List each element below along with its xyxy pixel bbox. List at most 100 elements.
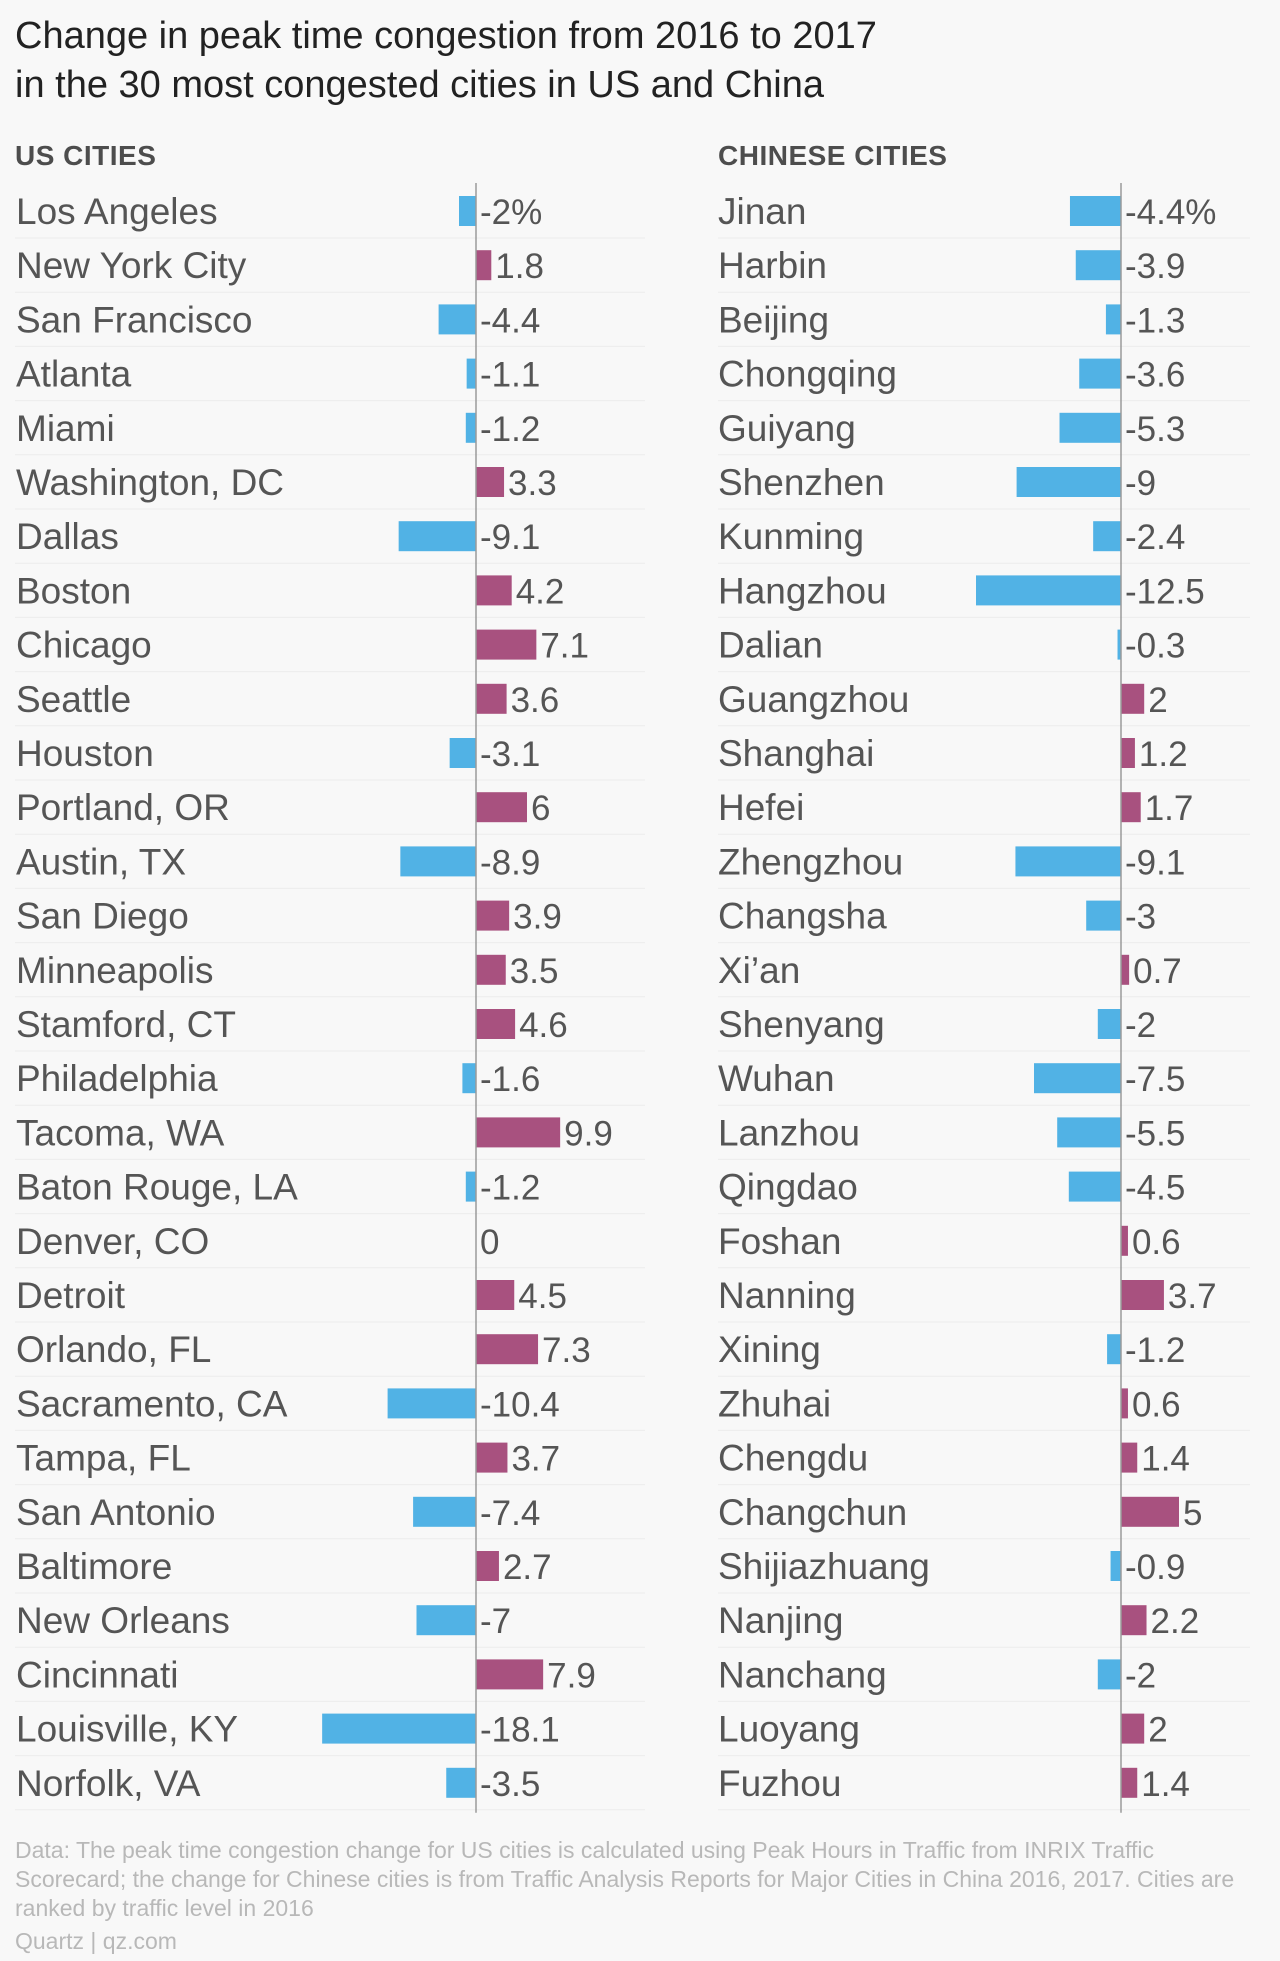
china-category-label: Shenzhen	[718, 462, 885, 503]
us-value-label: -3.5	[480, 1765, 540, 1804]
us-value-label: 3.6	[511, 681, 560, 720]
china-value-label: 3.7	[1168, 1277, 1217, 1316]
china-bar	[1059, 412, 1121, 443]
us-bar	[476, 1551, 499, 1581]
us-category-label: Minneapolis	[16, 950, 213, 991]
china-category-label: Qingdao	[718, 1167, 858, 1208]
us-value-label: 6	[531, 789, 550, 828]
china-bar	[1069, 196, 1121, 226]
us-bar	[476, 629, 537, 660]
us-category-label: Orlando, FL	[16, 1329, 211, 1370]
us-category-label: Tampa, FL	[16, 1438, 191, 1479]
us-bar	[476, 683, 507, 714]
us-bar	[465, 1171, 476, 1202]
us-category-label: Seattle	[16, 679, 131, 720]
us-value-label: -3.1	[480, 735, 540, 774]
us-category-label: Austin, TX	[16, 841, 186, 882]
china-bar	[1105, 304, 1121, 335]
us-value-label: -1.1	[480, 356, 540, 395]
china-bar	[1121, 792, 1141, 823]
china-value-label: -3.9	[1125, 247, 1185, 286]
us-bar	[476, 250, 492, 281]
us-bar	[476, 900, 510, 931]
china-bar	[1075, 250, 1121, 281]
us-category-label: Detroit	[16, 1275, 126, 1316]
china-category-label: Shanghai	[718, 733, 874, 774]
china-bar	[1034, 1063, 1121, 1094]
us-bar	[476, 467, 505, 497]
china-category-label: Changsha	[718, 896, 887, 937]
china-bar	[1107, 1334, 1121, 1365]
china-value-label: -9	[1125, 464, 1156, 503]
us-category-label: Tacoma, WA	[16, 1112, 225, 1153]
china-category-label: Harbin	[718, 245, 827, 286]
us-category-label: Houston	[16, 733, 154, 774]
us-bar	[416, 1605, 476, 1636]
china-value-label: -7.5	[1125, 1060, 1185, 1099]
us-bar	[476, 1334, 539, 1365]
us-category-label: Los Angeles	[16, 191, 218, 232]
us-value-label: -1.2	[480, 410, 540, 449]
us-value-label: 4.6	[519, 1006, 568, 1045]
chart-area: Los Angeles -2% New York City 1.8 San Franci…	[15, 183, 1250, 1813]
china-bar	[1057, 1117, 1121, 1148]
china-value-label: 2	[1148, 1711, 1167, 1750]
china-value-label: -1.2	[1125, 1331, 1185, 1370]
us-category-label: Washington, DC	[16, 462, 284, 503]
china-category-label: Zhengzhou	[718, 841, 903, 882]
us-value-label: 3.7	[511, 1440, 560, 1479]
us-value-label: -8.9	[480, 843, 540, 882]
china-bar	[1015, 846, 1121, 877]
chart-title: Change in peak time congestion from 2016…	[15, 12, 1255, 110]
us-category-label: Dallas	[16, 516, 119, 557]
china-bar	[1121, 1388, 1128, 1419]
china-bar	[1097, 1009, 1121, 1039]
us-category-label: Chicago	[16, 625, 152, 666]
us-category-label: Baton Rouge, LA	[16, 1167, 298, 1208]
us-bar	[476, 1009, 516, 1039]
us-value-label: 9.9	[564, 1114, 613, 1153]
china-category-label: Nanjing	[718, 1600, 843, 1641]
china-value-label: -1.3	[1125, 301, 1185, 340]
china-bar	[1117, 629, 1121, 660]
china-bar	[1121, 738, 1135, 768]
china-value-label: 1.7	[1145, 789, 1194, 828]
us-value-label: 1.8	[495, 247, 544, 286]
us-value-label: -9.1	[480, 518, 540, 557]
us-category-label: Louisville, KY	[16, 1709, 238, 1750]
us-value-label: -1.2	[480, 1169, 540, 1208]
us-value-label: -10.4	[480, 1385, 560, 1424]
us-value-label: 7.9	[547, 1656, 596, 1695]
china-value-label: 0.7	[1133, 952, 1182, 991]
china-value-label: -2	[1125, 1656, 1156, 1695]
china-value-label: -2.4	[1125, 518, 1185, 557]
china-category-label: Dalian	[718, 625, 823, 666]
china-bar	[1121, 954, 1130, 985]
china-value-label: 1.4	[1141, 1440, 1190, 1479]
china-category-label: Beijing	[718, 299, 829, 340]
china-category-label: Changchun	[718, 1492, 907, 1533]
china-bar	[1121, 683, 1145, 714]
us-bar	[465, 412, 476, 443]
china-value-label: -3.6	[1125, 356, 1185, 395]
us-category-label: Norfolk, VA	[16, 1763, 201, 1804]
china-value-label: -3	[1125, 898, 1156, 937]
us-bar	[398, 521, 476, 552]
china-category-label: Nanning	[718, 1275, 856, 1316]
china-bar	[1110, 1551, 1121, 1581]
china-value-label: -0.9	[1125, 1548, 1185, 1587]
us-bar	[466, 358, 476, 389]
us-category-label: Miami	[16, 408, 115, 449]
china-value-label: 2.2	[1151, 1602, 1200, 1641]
china-category-label: Fuzhou	[718, 1763, 841, 1804]
us-category-label: New Orleans	[16, 1600, 230, 1641]
us-category-label: Atlanta	[16, 354, 132, 395]
china-category-label: Zhuhai	[718, 1383, 831, 1424]
us-bar	[476, 1659, 544, 1690]
china-category-label: Chongqing	[718, 354, 897, 395]
china-value-label: -0.3	[1125, 627, 1185, 666]
us-category-label: New York City	[16, 245, 247, 286]
china-bar	[1079, 358, 1121, 389]
us-category-label: Stamford, CT	[16, 1004, 236, 1045]
us-bar	[438, 304, 476, 335]
